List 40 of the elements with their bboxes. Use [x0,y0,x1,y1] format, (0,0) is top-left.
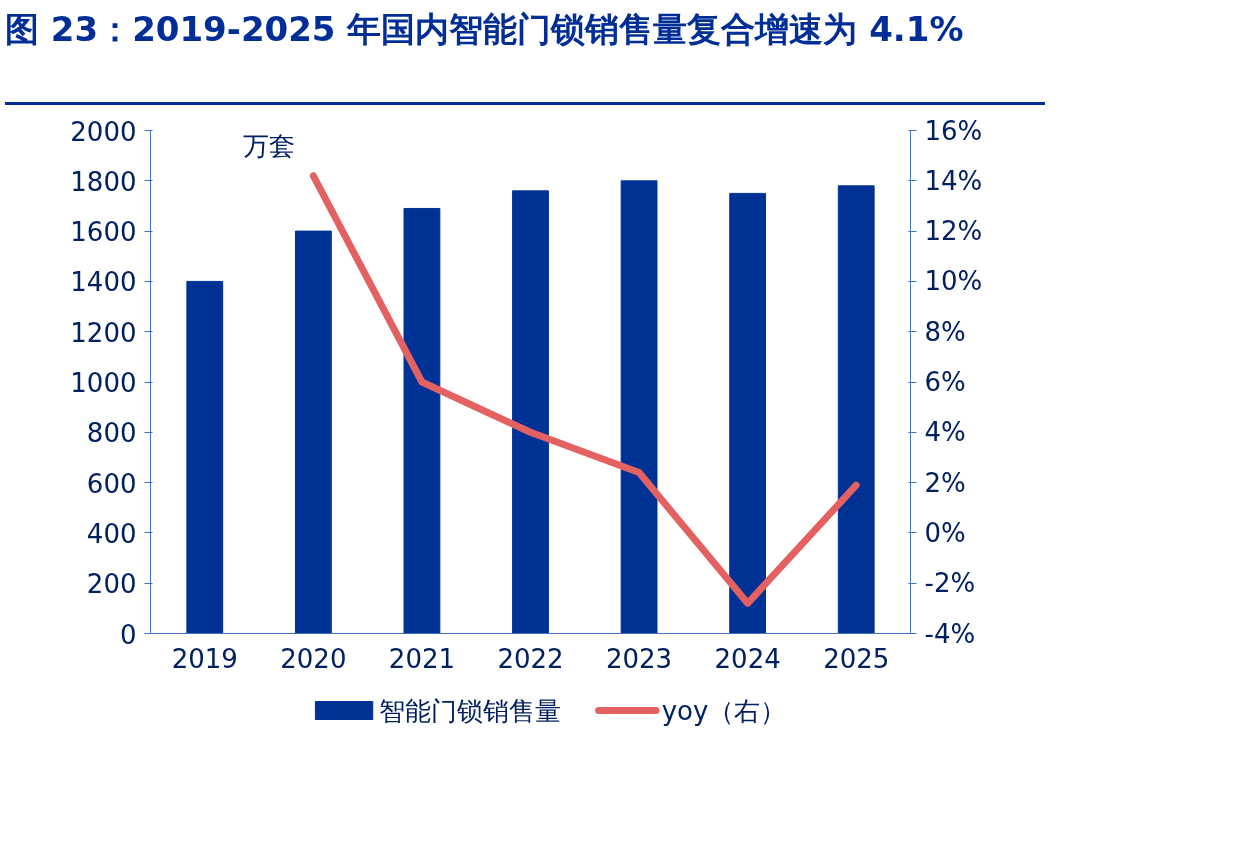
y2-tick-label: 6% [924,367,966,397]
y-tick-label: 0 [119,619,137,650]
bar [512,190,549,634]
y-tick-label: 200 [86,569,137,600]
y-tick-label: 1000 [70,368,137,398]
y-axis-title: 万套 [242,130,295,161]
y-tick-label: 600 [86,468,137,499]
y2-tick-label: 12% [924,216,983,247]
y2-tick-label: 14% [924,165,983,196]
x-tick-label: 2022 [497,643,564,674]
y-tick-label: 1400 [70,267,137,298]
y2-tick-label: 2% [924,467,966,498]
y2-tick-label: -4% [924,618,976,649]
y2-tick-label: -2% [924,568,976,599]
bar [729,192,767,634]
x-tick-label: 2025 [823,643,890,674]
y2-tick-label: 8% [924,316,966,347]
y-tick-label: 1200 [70,317,137,348]
x-tick-label: 2019 [171,643,238,674]
bar [403,207,441,634]
x-tick-label: 2024 [714,643,781,674]
y-tick-label: 800 [86,418,137,449]
y2-tick-label: 4% [924,417,966,448]
x-tick-label: 2020 [280,643,347,674]
bar [837,185,875,634]
bar [294,230,332,634]
y-tick-label: 2000 [70,116,137,147]
legend-label: yoy（右） [661,695,787,726]
y2-tick-label: 0% [924,517,966,548]
y-tick-label: 400 [86,518,137,549]
chart-title: 图 23：2019-2025 年国内智能门锁销售量复合增速为 4.1% [5,8,964,51]
y-tick-label: 1600 [70,217,137,248]
bar [186,280,224,634]
legend-label: 智能门锁销售量 [378,695,561,726]
x-tick-label: 2021 [388,643,456,674]
y2-tick-label: 10% [924,266,983,297]
y2-tick-label: 16% [924,115,983,146]
x-tick-label: 2023 [605,643,673,674]
y-tick-label: 1800 [70,166,137,197]
bar [620,180,658,634]
